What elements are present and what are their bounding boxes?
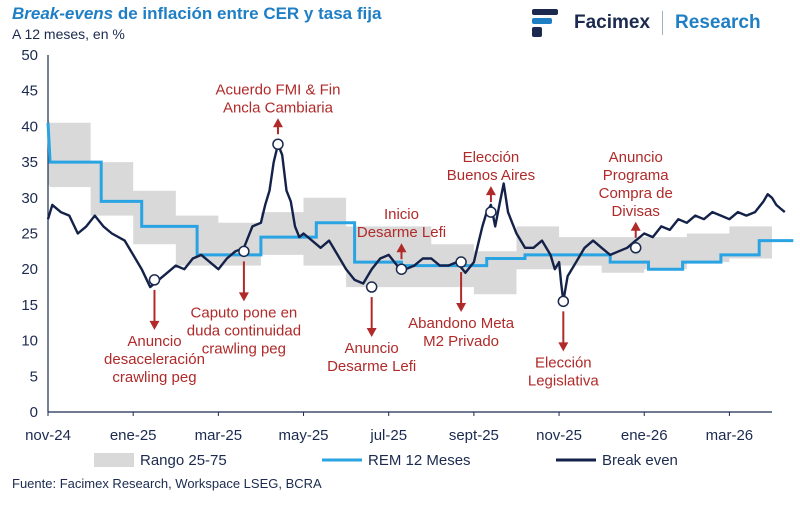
annotation-marker [365,281,378,293]
annotation-label: Buenos Aires [447,167,535,184]
annotation-label: crawling peg [202,340,286,357]
y-tick-label: 30 [21,190,38,207]
annotation-arrow-head [366,328,377,338]
logo-name: Facimex [574,12,651,33]
annotation-marker [455,256,467,268]
x-tick-label: ene-26 [621,427,668,444]
annotation-arrow-head [396,243,407,253]
y-tick-label: 35 [21,154,38,171]
y-tick-label: 5 [30,368,38,385]
annotation-arrow-head [630,221,641,231]
chart-title: Break-evens de inflación entre CER y tas… [12,4,381,24]
annotation-label: M2 Privado [423,333,499,350]
annotation-label: Desarme Lefi [327,358,416,375]
x-tick-label: ene-25 [110,427,157,444]
annotation-marker [485,206,497,218]
y-tick-label: 0 [30,404,38,421]
annotation-label: Caputo pone en [191,304,298,321]
y-tick-label: 50 [21,47,38,64]
annotation-marker [557,295,570,308]
y-tick-label: 20 [21,261,38,278]
annotation-marker [395,263,408,275]
annotation-label: Acuerdo FMI & Fin [215,81,340,98]
annotation-marker [629,242,642,254]
annotation-arrow-head [238,292,249,302]
annotation-label: duda continuidad [187,322,301,339]
break-even-line [46,143,786,303]
annotation-marker [272,138,284,150]
annotation-marker [148,274,161,286]
band-layer [48,119,772,295]
x-tick-label: may-25 [279,427,329,444]
facimex-logo-icon [532,9,558,37]
annotation-label: Elección [535,354,592,371]
band-rango-25-75 [48,119,772,295]
annotation-label: Divisas [612,203,660,220]
annotation-label: Anuncio [345,340,399,357]
y-tick-label: 15 [21,297,38,314]
annotation-label: Compra de [599,185,673,202]
source-note: Fuente: Facimex Research, Workspace LSEG… [12,476,322,491]
annotation-arrow-head [485,186,496,196]
annotation-marker [238,245,250,258]
y-tick-label: 45 [21,83,38,100]
annotation-label: Desarme Lefi [357,224,446,241]
annotation-label: desaceleración [104,351,205,368]
legend-label-band: Rango 25-75 [140,452,227,469]
annotation-label: Abandono Meta [408,315,515,332]
axis-layer: 0 5 10 15 20 25 30 35 40 45 50 nov-24 ene-25 mar-25 ma… [21,47,772,444]
annotation-arrow-head [149,320,160,330]
chart-title-rest: de inflación entre CER y tasa fija [113,4,382,23]
y-tick-label: 40 [21,118,38,135]
logo-research: Research [675,12,761,33]
annotation-label: Elección [463,149,520,166]
annotation-label: Inicio [384,206,419,223]
legend: Rango 25-75 REM 12 Meses Break even [94,452,678,469]
break-even-layer [46,143,786,303]
legend-label-break-even: Break even [602,452,678,469]
chart-subtitle: A 12 meses, en % [12,26,125,42]
annotation-label: Legislativa [528,372,600,389]
x-tick-label: sept-25 [449,427,499,444]
x-tick-label: jul-25 [369,427,407,444]
facimex-logo: Facimex Research [530,6,761,40]
chart-title-italic: Break-evens [12,4,114,23]
annotation-arrow-head [456,303,467,313]
x-tick-label: mar-25 [195,427,243,444]
x-tick-label: nov-24 [25,427,71,444]
annotation-label: Anuncio [609,149,663,166]
annotation-arrow-head [272,118,283,128]
annotation-label: crawling peg [112,369,196,386]
x-tick-label: mar-26 [706,427,754,444]
x-tick-label: nov-25 [536,427,582,444]
annotation-label: Programa [603,167,670,184]
legend-swatch-band [94,453,134,467]
annotation-label: Ancla Cambiaria [223,99,334,116]
y-tick-label: 25 [21,226,38,243]
annotation-label: Anuncio [127,333,181,350]
legend-label-rem: REM 12 Meses [368,452,471,469]
y-tick-label: 10 [21,333,38,350]
logo-divider [662,11,664,35]
annotation-arrow-head [558,342,569,352]
